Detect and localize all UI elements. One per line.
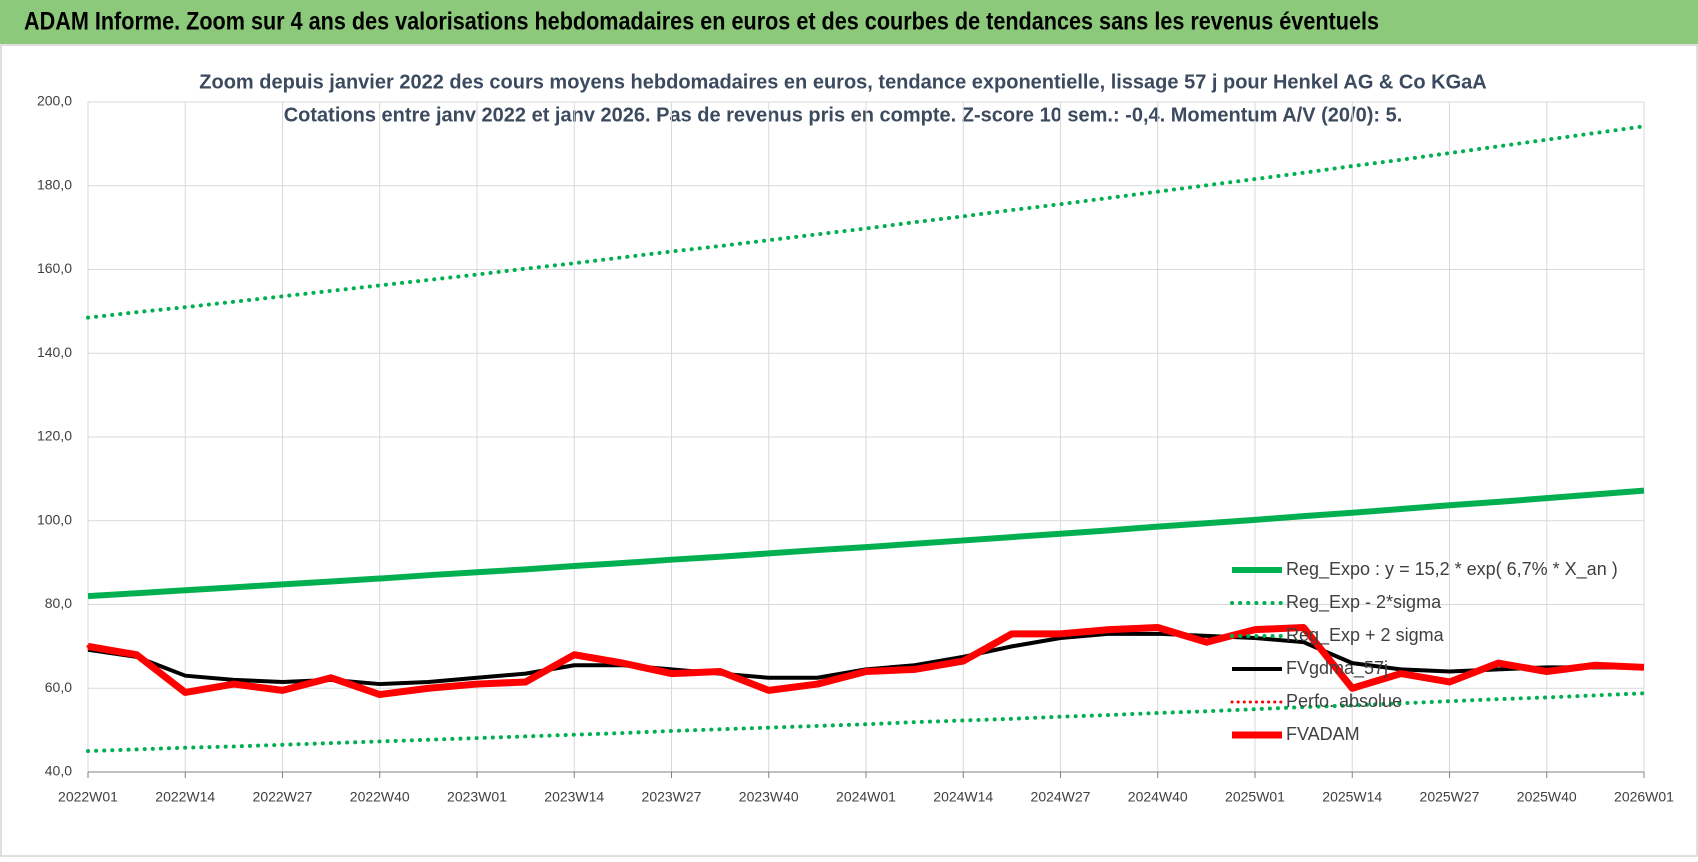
legend-label: Perfo. absolue <box>1286 691 1402 711</box>
legend-label: Reg_Expo : y = 15,2 * exp( 6,7% * X_an ) <box>1286 559 1618 580</box>
x-tick-label: 2022W27 <box>253 789 313 805</box>
x-tick-label: 2025W27 <box>1420 789 1480 805</box>
y-tick-label: 160,0 <box>37 260 72 276</box>
y-tick-label: 200,0 <box>37 93 72 109</box>
y-tick-label: 60,0 <box>45 679 72 695</box>
series-line <box>86 691 1646 754</box>
page-title: ADAM Informe. Zoom sur 4 ans des valoris… <box>24 8 1379 36</box>
x-tick-label: 2024W27 <box>1031 789 1091 805</box>
x-tick-label: 2022W01 <box>58 789 118 805</box>
y-tick-label: 80,0 <box>45 595 72 611</box>
x-tick-label: 2022W40 <box>350 789 410 805</box>
x-tick-label: 2024W14 <box>933 789 993 805</box>
x-tick-label: 2022W14 <box>155 789 215 805</box>
chart-subtitle: Cotations entre janv 2022 et janv 2026. … <box>284 104 1403 126</box>
x-tick-label: 2023W01 <box>447 789 507 805</box>
x-tick-label: 2023W27 <box>642 789 702 805</box>
x-tick-label: 2025W40 <box>1517 789 1577 805</box>
y-tick-label: 120,0 <box>37 428 72 444</box>
series-line <box>86 625 1646 697</box>
x-tick-label: 2023W40 <box>739 789 799 805</box>
legend-label: Reg_Exp - 2*sigma <box>1286 592 1442 613</box>
series-line <box>87 487 1645 600</box>
y-tick-label: 40,0 <box>45 763 72 779</box>
x-tick-label: 2024W01 <box>836 789 896 805</box>
x-tick-label: 2023W14 <box>544 789 604 805</box>
legend-label: FVADAM <box>1286 724 1360 744</box>
legend-label: FVgdma_57j <box>1286 658 1388 679</box>
y-tick-label: 100,0 <box>37 511 72 527</box>
chart-title: Zoom depuis janvier 2022 des cours moyen… <box>199 71 1486 93</box>
title-bar <box>0 0 1698 44</box>
chart-border <box>0 44 1698 857</box>
x-tick-label: 2025W01 <box>1225 789 1285 805</box>
legend-label: Reg_Exp + 2 sigma <box>1286 625 1445 646</box>
y-tick-label: 180,0 <box>37 176 72 192</box>
x-tick-label: 2025W14 <box>1322 789 1382 805</box>
x-tick-label: 2026W01 <box>1614 789 1674 805</box>
x-tick-label: 2024W40 <box>1128 789 1188 805</box>
series-line <box>86 124 1646 320</box>
y-tick-label: 140,0 <box>37 344 72 360</box>
